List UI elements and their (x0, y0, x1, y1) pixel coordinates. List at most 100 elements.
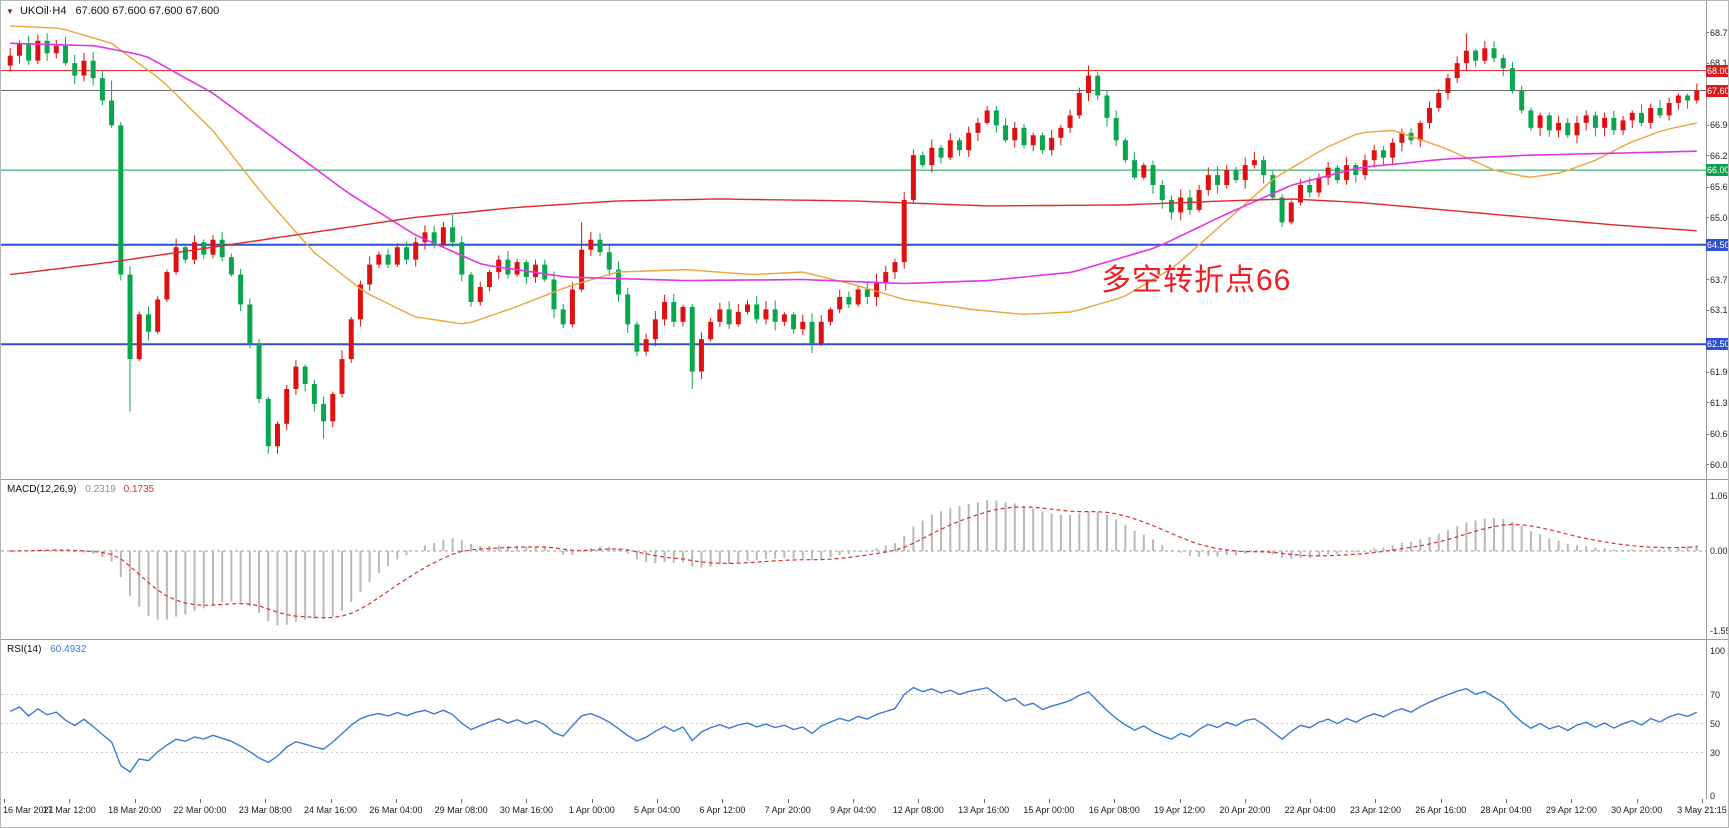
price-level-lines[interactable] (1, 70, 1706, 346)
price-axis-tick (1706, 464, 1709, 466)
time-axis-label: 7 Apr 20:00 (764, 805, 811, 815)
price-axis-tick (1706, 62, 1709, 64)
price-axis-label: 66.900 (1710, 120, 1728, 131)
time-axis-label: 28 Apr 04:00 (1480, 805, 1532, 815)
price-axis-tick (1706, 124, 1709, 126)
price-axis-tick (1706, 279, 1709, 281)
price-axis-tick (1706, 186, 1709, 188)
price-axis-label: 65.655 (1710, 182, 1728, 193)
chart-annotation-text[interactable]: 多空转折点66 (1101, 264, 1292, 297)
time-axis-tick (787, 799, 789, 803)
time-axis-tick (330, 799, 332, 803)
time-axis-tick (657, 799, 659, 803)
rsi-axis-label: 0 (1710, 790, 1716, 801)
symbol-dropdown-icon[interactable]: ▼ (6, 7, 14, 16)
price-axis[interactable]: 68.76068.14567.53066.90066.28565.65565.0… (1706, 1, 1728, 801)
time-axis-label: 6 Apr 12:00 (699, 805, 746, 815)
time-axis-label: 3 May 21:15 (1677, 805, 1727, 815)
price-axis-tick (1706, 402, 1709, 404)
time-axis-label: 16 Apr 08:00 (1088, 805, 1140, 815)
time-axis-tick (1375, 799, 1377, 803)
symbol-ohlc-values: 67.600 67.600 67.600 67.600 (75, 5, 220, 17)
time-axis-tick (1440, 799, 1442, 803)
time-axis-tick (1179, 799, 1181, 803)
main-price-chart[interactable] (1, 1, 1706, 479)
rsi-axis-label: 50 (1710, 718, 1721, 729)
price-axis-label: 65.040 (1710, 212, 1728, 223)
time-axis-label: 29 Apr 12:00 (1545, 805, 1597, 815)
price-axis-label: 63.795 (1710, 274, 1728, 285)
price-axis-label: 66.285 (1710, 150, 1728, 161)
time-axis-tick (1506, 799, 1508, 803)
time-axis-label: 22 Mar 00:00 (173, 805, 227, 815)
price-axis-tick (1706, 433, 1709, 435)
time-axis-label: 13 Apr 16:00 (958, 805, 1010, 815)
candlestick-series[interactable] (7, 33, 1700, 454)
time-axis-tick (853, 799, 854, 803)
time-axis-label: 20 Apr 20:00 (1219, 805, 1271, 815)
time-axis-label: 15 Apr 00:00 (1023, 805, 1075, 815)
macd-header: MACD(12,26,9) 0.2319 0.1735 (7, 484, 154, 495)
rsi-indicator-chart[interactable] (1, 639, 1706, 799)
rsi-axis-label: 100 (1710, 646, 1726, 657)
price-axis-tick (1706, 155, 1709, 157)
time-axis-label: 23 Apr 12:00 (1349, 805, 1401, 815)
macd-signal-line (10, 506, 1697, 619)
time-axis-tick (265, 799, 267, 803)
time-axis-label: 22 Apr 04:00 (1284, 805, 1336, 815)
time-axis-label: 19 Apr 12:00 (1154, 805, 1206, 815)
rsi-line (9, 686, 1698, 773)
symbol-title: UKOil·H4 (19, 5, 67, 17)
price-badge-67.600: 67.600 (1706, 84, 1728, 97)
macd-signal-value: 0.1735 (123, 484, 155, 495)
time-axis-label: 23 Mar 08:00 (238, 805, 292, 815)
price-axis-label: 63.180 (1710, 305, 1728, 316)
time-axis-tick (1114, 799, 1116, 803)
time-axis-tick (1244, 799, 1246, 803)
price-badge-68.000: 68.000 (1706, 64, 1728, 77)
price-axis-tick (1706, 32, 1709, 34)
mid-magenta-ma (10, 42, 1697, 285)
time-axis-label: 1 Apr 00:00 (568, 805, 615, 815)
time-axis-tick (1048, 799, 1050, 803)
time-axis-label: 30 Apr 20:00 (1611, 805, 1663, 815)
time-axis-tick (4, 799, 5, 803)
time-axis[interactable]: 16 Mar 2021 17 Mar 12:00 18 Mar 20:00 22 Ma… (1, 799, 1728, 827)
time-axis-tick (199, 799, 201, 803)
price-axis-label: 68.760 (1710, 27, 1728, 38)
time-axis-tick (1310, 799, 1312, 803)
axis-separator (1706, 1, 1707, 799)
symbol-header: ▼ UKOil·H4 67.600 67.600 67.600 67.600 (6, 5, 219, 17)
time-axis-tick (1636, 799, 1638, 803)
macd-main-value: 0.2319 (85, 484, 116, 495)
time-axis-tick (526, 799, 528, 803)
rsi-label: RSI(14) (7, 644, 42, 655)
rsi-axis-label: 30 (1710, 747, 1721, 758)
rsi-value: 60.4932 (50, 644, 87, 655)
time-axis-tick (69, 799, 71, 803)
price-badge-66.000: 66.000 (1706, 164, 1728, 177)
time-axis-label: 29 Mar 08:00 (434, 805, 488, 815)
macd-axis-label: 0.00 (1710, 546, 1728, 556)
time-axis-tick (461, 799, 463, 803)
time-axis-label: 16 Mar 2021 (3, 805, 54, 815)
price-axis-label: 61.320 (1710, 397, 1728, 408)
macd-indicator-chart[interactable] (1, 479, 1706, 639)
panel-separator (1, 639, 1728, 640)
time-axis-tick (1702, 799, 1703, 803)
price-axis-label: 68.145 (1710, 58, 1728, 69)
panel-separator (1, 479, 1728, 480)
time-axis-label: 17 Mar 12:00 (42, 805, 96, 815)
macd-label: MACD(12,26,9) (7, 484, 77, 495)
time-axis-label: 18 Mar 20:00 (108, 805, 162, 815)
rsi-header: RSI(14) 60.4932 (7, 644, 86, 655)
rsi-axis-label: 70 (1710, 689, 1721, 700)
time-axis-tick (591, 799, 593, 803)
time-axis-label: 9 Apr 04:00 (829, 805, 877, 815)
price-badge-62.500: 62.500 (1706, 338, 1728, 351)
price-badge-64.500: 64.500 (1706, 238, 1728, 251)
price-axis-label: 61.935 (1710, 367, 1728, 378)
time-axis-tick (722, 799, 724, 803)
time-axis-tick (1571, 799, 1573, 803)
